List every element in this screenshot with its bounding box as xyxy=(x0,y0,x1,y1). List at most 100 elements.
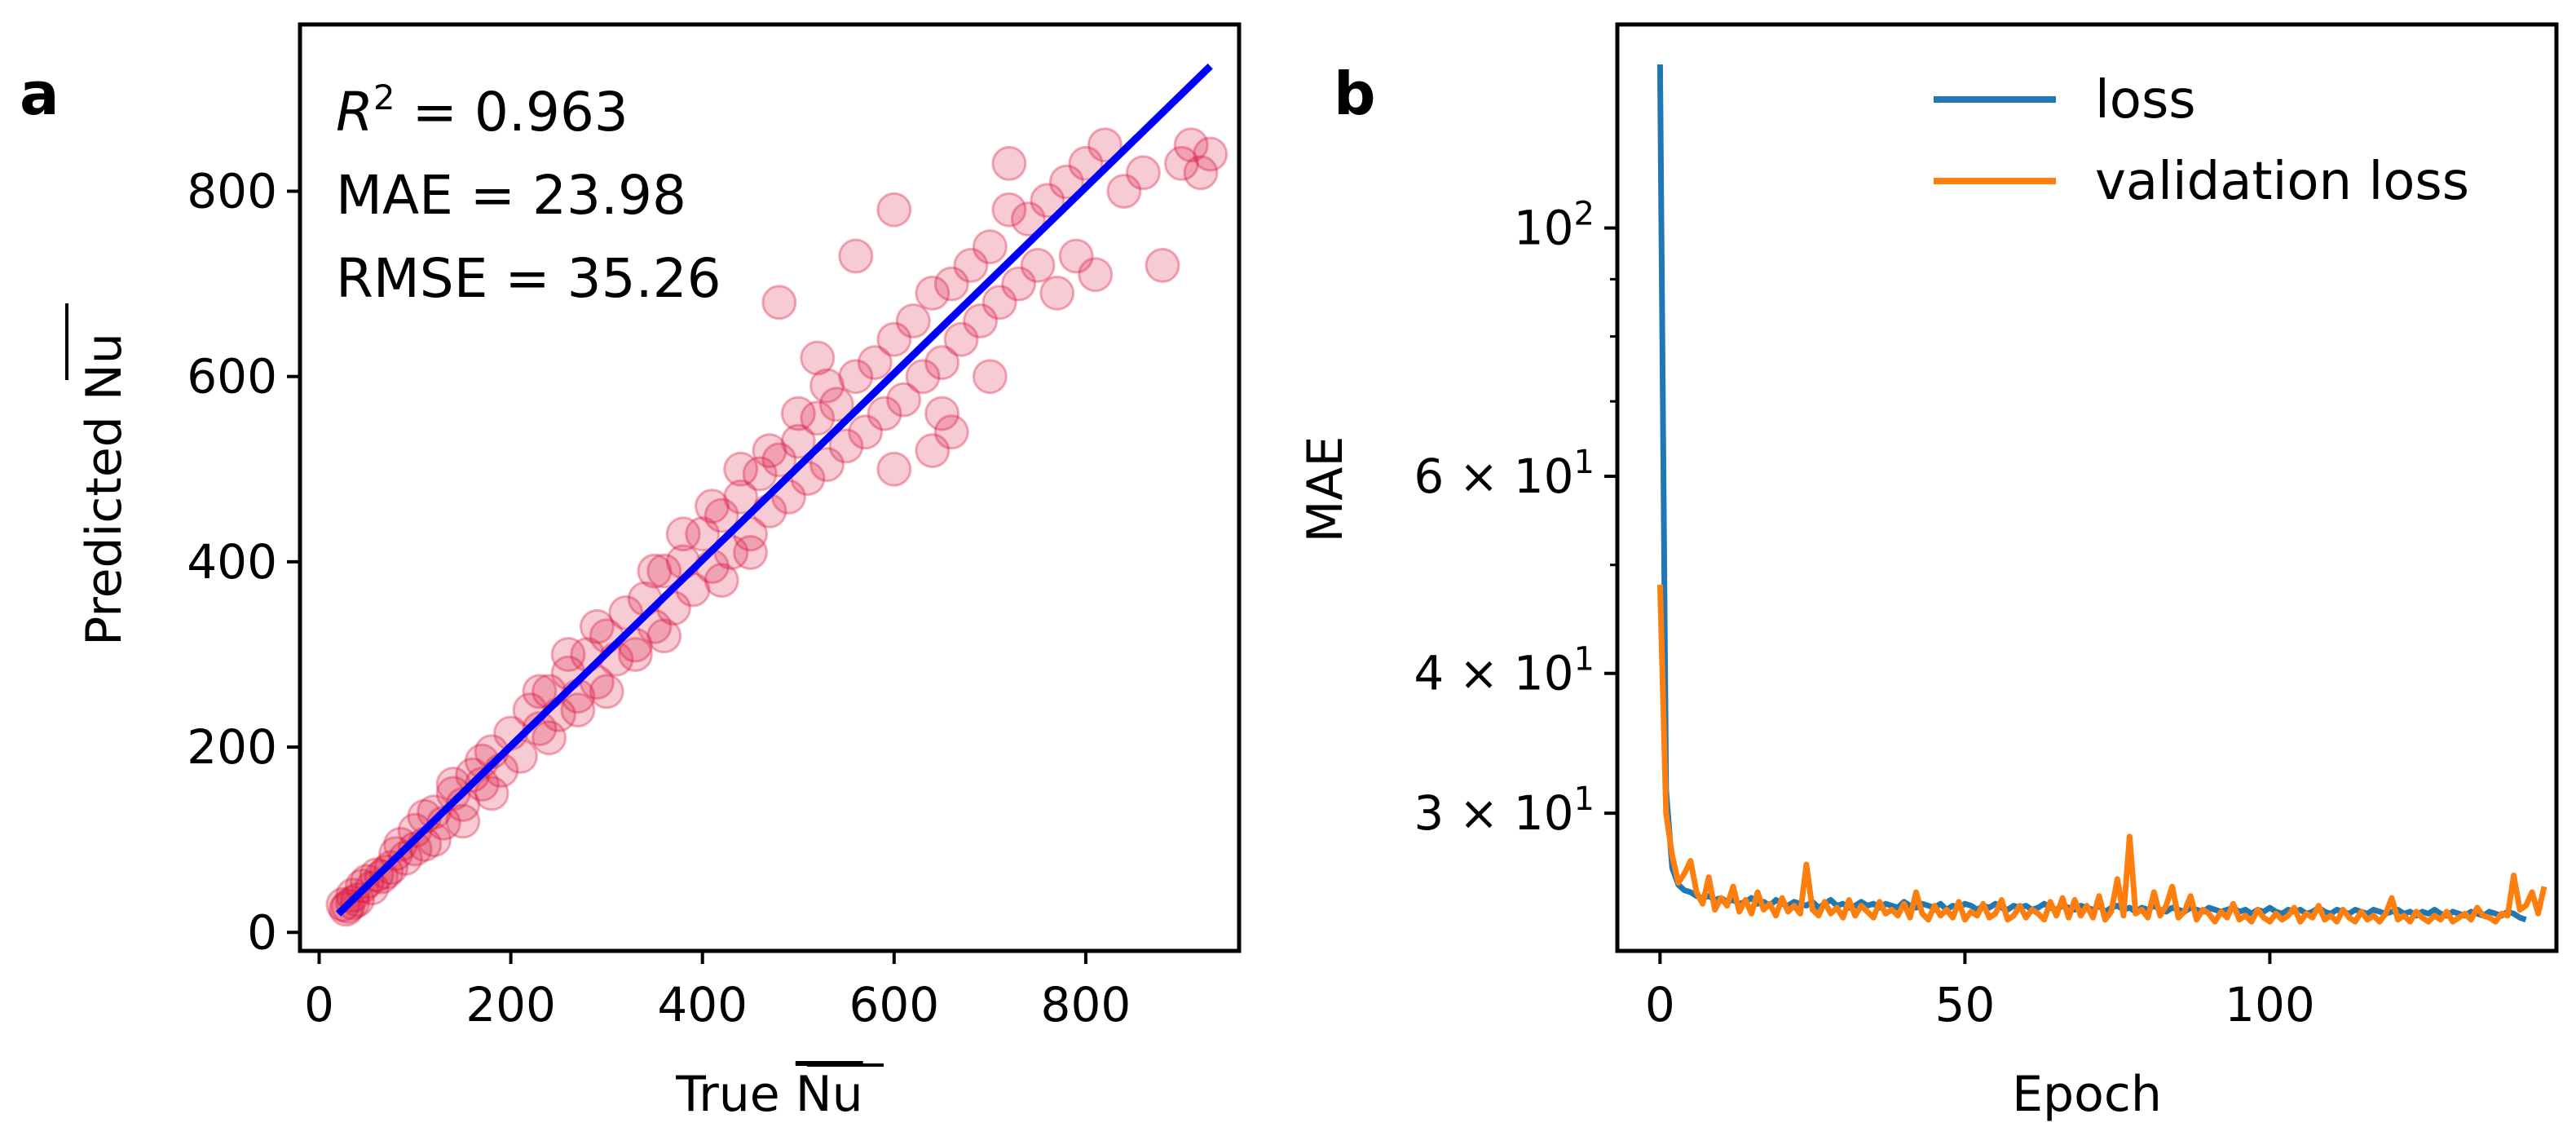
y-axis-label-b: MAE xyxy=(1297,436,1354,543)
scatter-point xyxy=(943,321,979,357)
x-axis-ticks-a: 0 200 400 600 800 xyxy=(304,951,1131,1032)
plot-frame-b xyxy=(1615,22,2559,953)
scatter-point xyxy=(905,359,941,395)
scatter-point xyxy=(617,637,653,672)
scatter-point xyxy=(1125,155,1161,191)
scatter-point xyxy=(981,285,1017,321)
scatter-point xyxy=(742,456,778,492)
scatter-point xyxy=(589,674,624,710)
scatter-point xyxy=(579,608,615,644)
scatter-point xyxy=(1039,275,1075,311)
legend-label-validation-loss: validation loss xyxy=(2095,152,2469,212)
scatter-point xyxy=(387,840,423,876)
scatter-point xyxy=(637,553,673,589)
scatter-point xyxy=(800,400,836,436)
x-tick-label: 0 xyxy=(1645,977,1675,1032)
scatter-point xyxy=(455,757,491,793)
scatter-point xyxy=(733,535,768,570)
x-axis-label-b: Epoch xyxy=(2012,1066,2162,1123)
scatter-point xyxy=(991,145,1027,181)
y-tick-label: 4 × 101 xyxy=(1414,641,1595,701)
scatter-point xyxy=(915,433,951,469)
scatter-point xyxy=(1020,247,1056,283)
scatter-point xyxy=(933,266,969,302)
scatter-point xyxy=(876,192,912,228)
scatter-point xyxy=(704,497,739,533)
x-axis-label-a: True Nu xyxy=(675,1066,862,1123)
scatter-point xyxy=(828,428,864,464)
scatter-point xyxy=(417,794,452,830)
scatter-point xyxy=(876,451,912,487)
scatter-point xyxy=(809,447,845,483)
scatter-point xyxy=(522,710,558,746)
fit-line xyxy=(335,63,1213,917)
x-tick-label: 100 xyxy=(2225,977,2315,1032)
scatter-point xyxy=(464,767,500,802)
scatter-point xyxy=(1001,266,1037,302)
x-tick-label: 50 xyxy=(1934,977,1995,1032)
scatter-point xyxy=(608,595,644,630)
y-axis-ticks-b: 102 6 × 101 4 × 101 3 × 101 xyxy=(1414,196,1617,841)
scatter-point xyxy=(1010,201,1046,237)
scatter-point xyxy=(445,803,481,839)
x-tick-label: 400 xyxy=(657,977,748,1032)
scatter-point xyxy=(1087,127,1123,163)
y-tick-label: 3 × 101 xyxy=(1414,780,1595,841)
scatter-point xyxy=(972,359,1008,395)
y-tick-label: 200 xyxy=(187,719,277,775)
scatter-point xyxy=(435,776,471,811)
scatter-point xyxy=(915,275,951,311)
scatter-point xyxy=(646,618,682,654)
scatter-point xyxy=(532,720,567,756)
panel-b-letter: b xyxy=(1334,60,1376,128)
scatter-point xyxy=(723,479,759,515)
x-tick-label: 600 xyxy=(849,977,939,1032)
legend: loss validation loss xyxy=(1934,70,2469,212)
scatter-point xyxy=(397,812,433,848)
scatter-point xyxy=(522,674,558,710)
scatter-point xyxy=(933,414,969,450)
panel-a-letter: a xyxy=(20,60,60,128)
scatter-point xyxy=(1145,247,1180,283)
x-tick-label: 200 xyxy=(465,977,556,1032)
panel-a-scatter: a 0 200 400 600 800 0 200 400 600 800 R2 = 0.963… xyxy=(20,22,1242,1123)
y-tick-label: 6 × 101 xyxy=(1414,444,1595,504)
annotation-block: R2 = 0.963 MAE = 23.98 RMSE = 35.26 xyxy=(336,77,721,310)
scatter-point xyxy=(761,285,797,321)
scatter-point xyxy=(867,396,902,431)
y-tick-label: 600 xyxy=(187,349,277,405)
legend-label-loss: loss xyxy=(2095,70,2196,130)
scatter-point xyxy=(560,692,596,728)
y-tick-label: 800 xyxy=(187,163,277,219)
scatter-point xyxy=(550,637,586,672)
scatter-point xyxy=(1048,164,1084,200)
x-axis-ticks-b: 0 50 100 xyxy=(1645,951,2315,1032)
x-tick-label: 0 xyxy=(304,977,334,1032)
scatter-point xyxy=(838,238,874,274)
scatter-point xyxy=(685,516,721,552)
scatter-point xyxy=(895,303,931,338)
scatter-point xyxy=(761,442,797,478)
scatter-point xyxy=(1106,174,1142,209)
scatter-point xyxy=(924,396,960,431)
y-axis-ticks-a: 0 200 400 600 800 xyxy=(187,163,300,960)
scatter-point xyxy=(857,345,893,381)
scatter-point xyxy=(1058,238,1094,274)
scatter-point xyxy=(1030,183,1065,219)
scatter-point xyxy=(1173,127,1209,163)
scatter-points xyxy=(325,127,1228,927)
scatter-point xyxy=(665,516,701,552)
y-axis-label-a: Predicted Nu xyxy=(76,333,133,646)
mae-annotation: MAE = 23.98 xyxy=(336,164,686,227)
scatter-point xyxy=(876,321,912,357)
scatter-point xyxy=(991,192,1027,228)
scatter-point xyxy=(752,433,787,469)
scatter-point xyxy=(1164,145,1199,181)
scatter-point xyxy=(646,553,682,589)
scatter-point xyxy=(838,359,874,395)
scatter-point xyxy=(848,414,884,450)
r2-annotation: R2 = 0.963 xyxy=(336,77,629,144)
scatter-point xyxy=(695,489,730,524)
scatter-point xyxy=(924,345,960,381)
scatter-point xyxy=(1193,136,1228,172)
